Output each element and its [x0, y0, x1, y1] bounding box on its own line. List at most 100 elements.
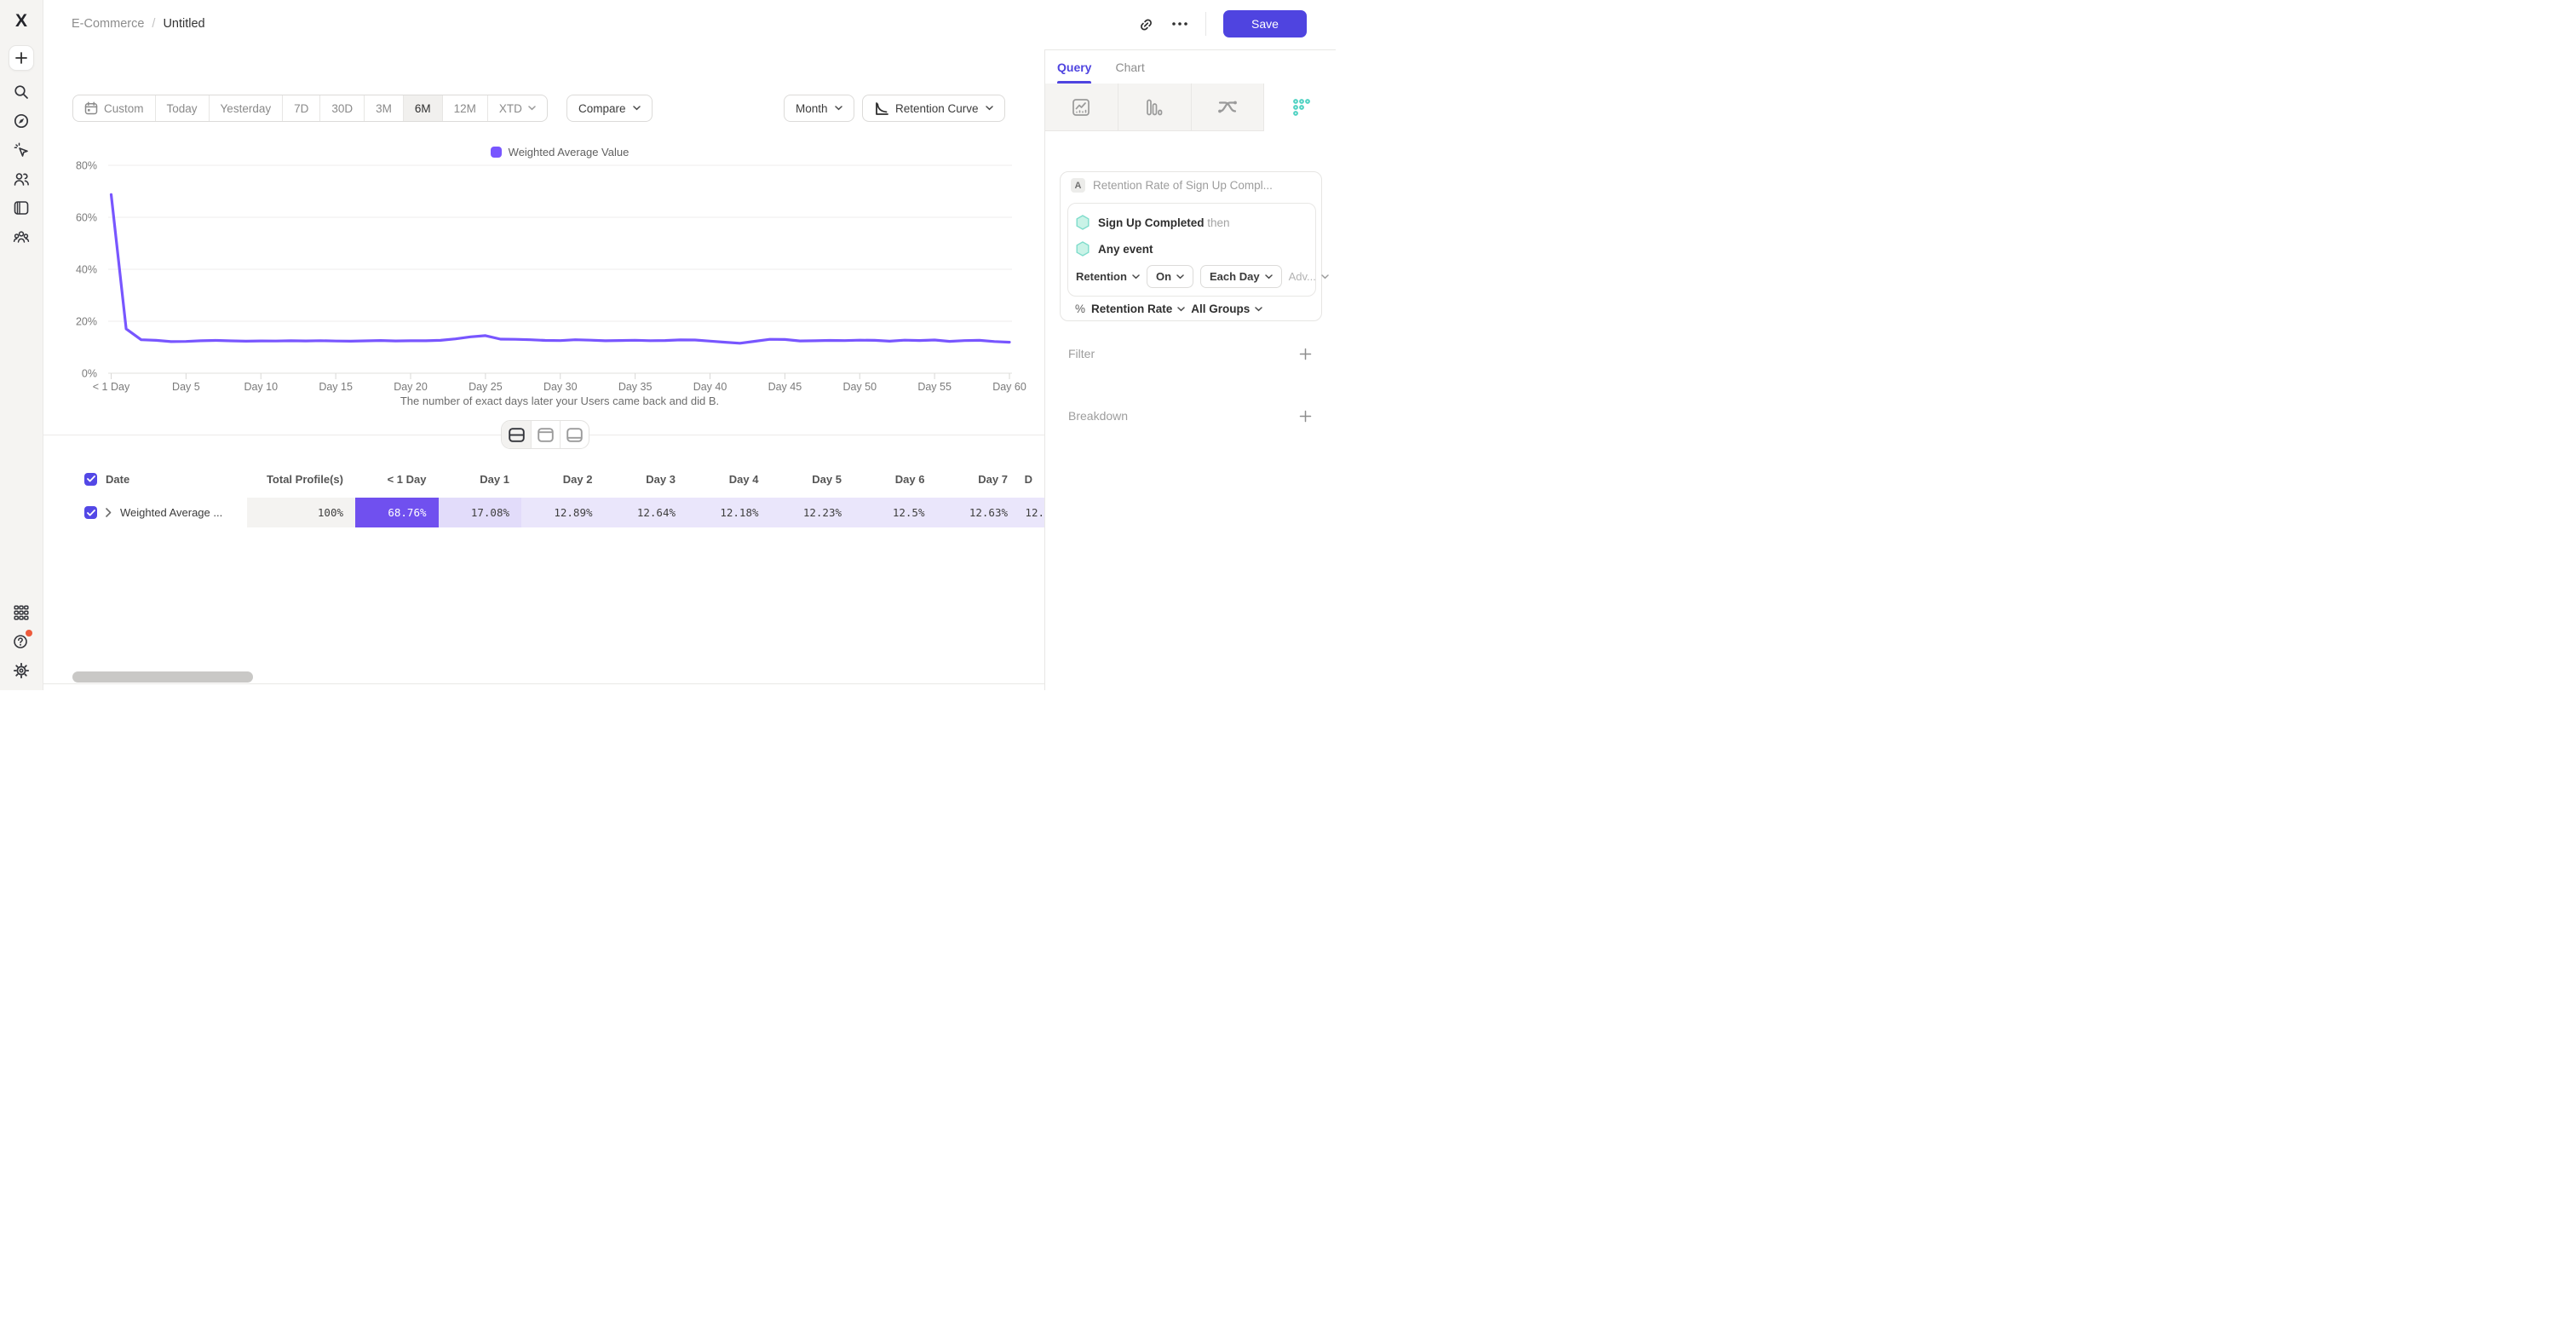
retention-value-cell[interactable]: 12.18% [687, 498, 771, 527]
chart-type-dropdown[interactable]: Retention Curve [862, 95, 1005, 122]
step-letter-badge: A [1071, 178, 1085, 193]
tab-chart[interactable]: Chart [1115, 60, 1145, 74]
column-header[interactable]: Day 7 [978, 472, 1008, 486]
query-title-input[interactable]: Retention Rate of Sign Up Compl... [1093, 179, 1273, 192]
y-axis-tick-label: 0% [82, 368, 97, 380]
x-axis-tick-label: Day 50 [842, 381, 877, 393]
sidebar-item-events[interactable] [9, 137, 34, 163]
table-row[interactable]: Weighted Average ... 100% 68.76% 17.08% 12.8… [73, 498, 1044, 527]
range-7d[interactable]: 7D [282, 95, 319, 121]
breadcrumb-report-title[interactable]: Untitled [163, 17, 205, 31]
column-header[interactable]: < 1 Day [387, 472, 427, 486]
mixpanel-logo-icon[interactable]: X [14, 11, 27, 31]
range-6m[interactable]: 6M [402, 95, 442, 121]
column-header[interactable]: Total Profile(s) [266, 472, 343, 486]
column-header[interactable]: D [1024, 472, 1032, 486]
column-header[interactable]: Day 3 [646, 472, 676, 486]
sidebar-item-search[interactable] [9, 79, 34, 105]
retention-value-cell[interactable]: 68.76% [355, 498, 439, 527]
retention-value-cell[interactable]: 12.23% [770, 498, 854, 527]
breadcrumb-separator: / [152, 17, 156, 31]
select-all-checkbox[interactable] [84, 472, 97, 486]
retention-value-cell[interactable]: 17.08% [438, 498, 521, 527]
chart-legend[interactable]: Weighted Average Value [108, 146, 1011, 158]
report-type-funnels[interactable] [1118, 84, 1192, 131]
compare-label: Compare [578, 101, 626, 115]
column-header[interactable]: Day 5 [812, 472, 842, 486]
check-icon [86, 509, 95, 516]
plus-icon [1299, 410, 1312, 422]
retention-value-cell[interactable]: 12. [1020, 498, 1044, 527]
measure-dropdown[interactable]: Retention Rate [1091, 302, 1186, 315]
people-group-icon [13, 231, 30, 243]
retention-value-cell[interactable]: 12.64% [604, 498, 687, 527]
row-label-cell[interactable]: Weighted Average ... [73, 498, 247, 527]
range-xtd[interactable]: XTD [486, 95, 547, 121]
column-header[interactable]: Day 6 [894, 472, 925, 486]
range-custom[interactable]: Custom [73, 95, 155, 121]
range-3m[interactable]: 3M [364, 95, 403, 121]
retention-mode-dropdown[interactable]: Retention [1076, 270, 1140, 283]
sidebar-item-help[interactable] [9, 629, 34, 654]
first-event-row[interactable]: Sign Up Completed then [1076, 215, 1230, 230]
expand-chevron-icon[interactable] [106, 508, 112, 517]
create-new-button[interactable] [9, 45, 34, 71]
tab-query[interactable]: Query [1057, 60, 1092, 84]
breadcrumb-project[interactable]: E-Commerce [72, 17, 145, 31]
range-yesterday[interactable]: Yesterday [208, 95, 283, 121]
column-header-date[interactable]: Date [73, 472, 247, 486]
column-header[interactable]: Day 2 [562, 472, 593, 486]
advanced-dropdown[interactable]: Adv... [1289, 270, 1329, 283]
insights-icon [1072, 98, 1090, 116]
flows-icon [1217, 101, 1237, 112]
chart-caption: The number of exact days later your User… [400, 395, 720, 407]
sidebar-item-explore[interactable] [9, 108, 34, 134]
layout-split-button[interactable] [502, 421, 531, 448]
copy-link-button[interactable] [1138, 16, 1154, 32]
more-options-button[interactable] [1171, 21, 1188, 26]
help-icon [14, 635, 27, 648]
range-today[interactable]: Today [154, 95, 209, 121]
sidebar-item-boards[interactable] [9, 195, 34, 221]
gear-icon [13, 662, 30, 679]
report-type-flows[interactable] [1191, 84, 1265, 131]
column-header[interactable]: Day 4 [728, 472, 759, 486]
range-label: 30D [331, 101, 354, 115]
chevron-down-icon [528, 106, 536, 111]
retention-value-cell[interactable]: 12.5% [854, 498, 937, 527]
groups-dropdown[interactable]: All Groups [1191, 302, 1263, 315]
on-label: On [1155, 270, 1172, 283]
sidebar-item-users[interactable] [9, 166, 34, 192]
left-sidebar: X [0, 0, 43, 690]
sidebar-item-cohorts[interactable] [9, 224, 34, 250]
compare-button[interactable]: Compare [566, 95, 653, 122]
return-event-row[interactable]: Any event [1076, 241, 1153, 256]
report-type-insights[interactable] [1045, 84, 1118, 131]
granularity-dropdown[interactable]: Month [784, 95, 854, 122]
row-checkbox[interactable] [84, 506, 97, 519]
x-axis-tick-label: Day 60 [992, 381, 1026, 393]
interval-dropdown[interactable]: Each Day [1200, 265, 1282, 288]
x-axis-tick-label: Day 5 [172, 381, 200, 393]
sidebar-item-settings[interactable] [9, 658, 34, 683]
retention-series-line[interactable] [109, 193, 1011, 345]
horizontal-scrollbar-thumb[interactable] [72, 671, 253, 683]
add-filter-button[interactable] [1299, 348, 1312, 360]
report-type-retention[interactable] [1264, 84, 1336, 131]
layout-chart-only-button[interactable] [531, 421, 560, 448]
layout-table-only-button[interactable] [560, 421, 589, 448]
retention-curve-icon [876, 101, 888, 115]
percent-icon: % [1075, 302, 1086, 315]
retention-value-cell[interactable]: 12.89% [521, 498, 605, 527]
retention-value-cell[interactable]: 100% [247, 498, 355, 527]
sidebar-item-apps[interactable] [9, 600, 34, 625]
add-breakdown-button[interactable] [1299, 410, 1312, 423]
retention-value-cell[interactable]: 12.63% [936, 498, 1020, 527]
range-12m[interactable]: 12M [441, 95, 487, 121]
on-dropdown[interactable]: On [1146, 265, 1194, 288]
column-header[interactable]: Day 1 [480, 472, 509, 486]
range-30d[interactable]: 30D [319, 95, 364, 121]
save-button[interactable]: Save [1223, 10, 1307, 37]
table-header-row: Date Total Profile(s) < 1 Day Day 1 Day 2 Day… [73, 465, 1044, 493]
sidebar-bottom-group [9, 596, 34, 683]
